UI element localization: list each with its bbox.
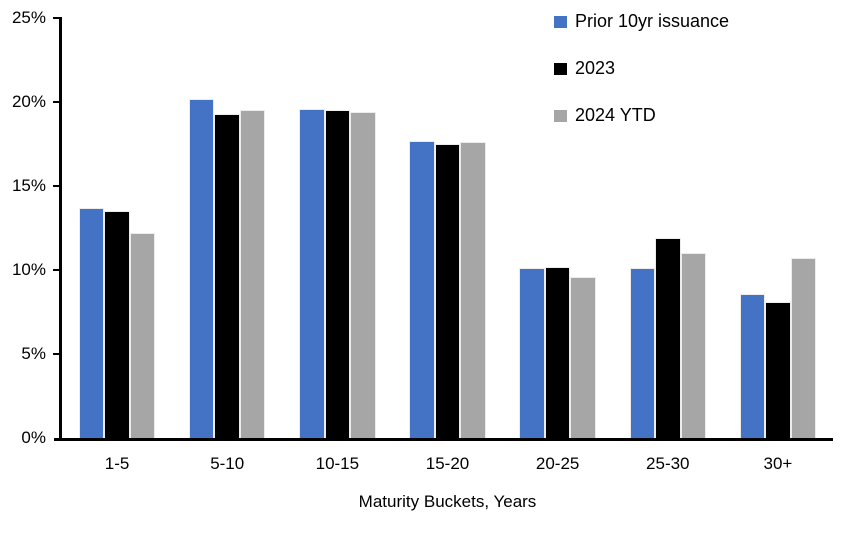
bar-prior-10yr-issuance: [78, 207, 105, 438]
legend-swatch: [554, 15, 567, 28]
x-axis-title: Maturity Buckets, Years: [358, 492, 537, 511]
y-tick-label: 0%: [21, 428, 46, 447]
bar-prior-10yr-issuance: [519, 268, 545, 438]
x-tick-label: 25-30: [646, 454, 690, 473]
y-tick-label: 25%: [11, 8, 46, 27]
bar-2024-ytd: [460, 142, 486, 438]
x-tick-label: 30+: [763, 454, 793, 473]
legend-item: Prior 10yr issuance: [554, 11, 729, 32]
bar-2024-ytd: [239, 110, 266, 438]
y-tick-label: 5%: [21, 344, 46, 363]
bar-2024-ytd: [680, 253, 707, 438]
legend: Prior 10yr issuance 2023 2024 YTD: [554, 11, 729, 152]
legend-label: 2024 YTD: [575, 105, 656, 125]
x-axis-line: [54, 438, 833, 441]
y-tick-mark: [53, 101, 62, 103]
bar-2023: [104, 211, 130, 438]
bar-group: [613, 238, 723, 438]
bar-prior-10yr-issuance: [188, 98, 215, 438]
y-tick-mark: [53, 269, 62, 271]
plot-area: [62, 18, 833, 438]
y-tick-label: 10%: [11, 260, 46, 279]
bar-2023: [765, 301, 791, 438]
legend-item: 2023: [554, 58, 729, 79]
bar-prior-10yr-issuance: [629, 268, 656, 438]
legend-swatch: [554, 62, 567, 75]
bar-prior-10yr-issuance: [299, 108, 325, 438]
y-tick-mark: [53, 17, 62, 19]
y-tick-mark: [53, 353, 62, 355]
y-axis-line: [59, 17, 62, 441]
legend-swatch: [554, 109, 567, 122]
x-tick-label: 20-25: [535, 454, 580, 473]
x-tick-label: 10-15: [315, 454, 360, 473]
legend-label: Prior 10yr issuance: [575, 11, 730, 31]
bar-group: [62, 207, 172, 438]
legend-item: 2024 YTD: [554, 105, 729, 126]
bar-2024-ytd: [790, 258, 817, 438]
y-tick-label: 20%: [11, 92, 46, 111]
bar-2023: [214, 113, 240, 438]
bar-2023: [324, 110, 351, 438]
x-tick-label: 5-10: [210, 454, 245, 473]
bar-2023: [434, 144, 461, 438]
bar-2024-ytd: [570, 276, 596, 438]
bar-2023: [655, 238, 681, 438]
bar-group: [172, 98, 282, 438]
bar-group: [723, 258, 833, 438]
x-tick-label: 15-20: [425, 454, 470, 473]
bar-group: [392, 140, 502, 438]
bar-2024-ytd: [350, 112, 376, 438]
bar-2023: [544, 266, 571, 438]
legend-label: 2023: [575, 58, 616, 78]
y-tick-mark: [53, 185, 62, 187]
bar-prior-10yr-issuance: [739, 293, 766, 438]
bar-2024-ytd: [129, 233, 156, 438]
bar-group: [503, 266, 613, 438]
bar-group: [282, 108, 392, 438]
x-tick-label: 1-5: [104, 454, 130, 473]
y-tick-label: 15%: [11, 176, 46, 195]
bar-prior-10yr-issuance: [409, 140, 435, 438]
